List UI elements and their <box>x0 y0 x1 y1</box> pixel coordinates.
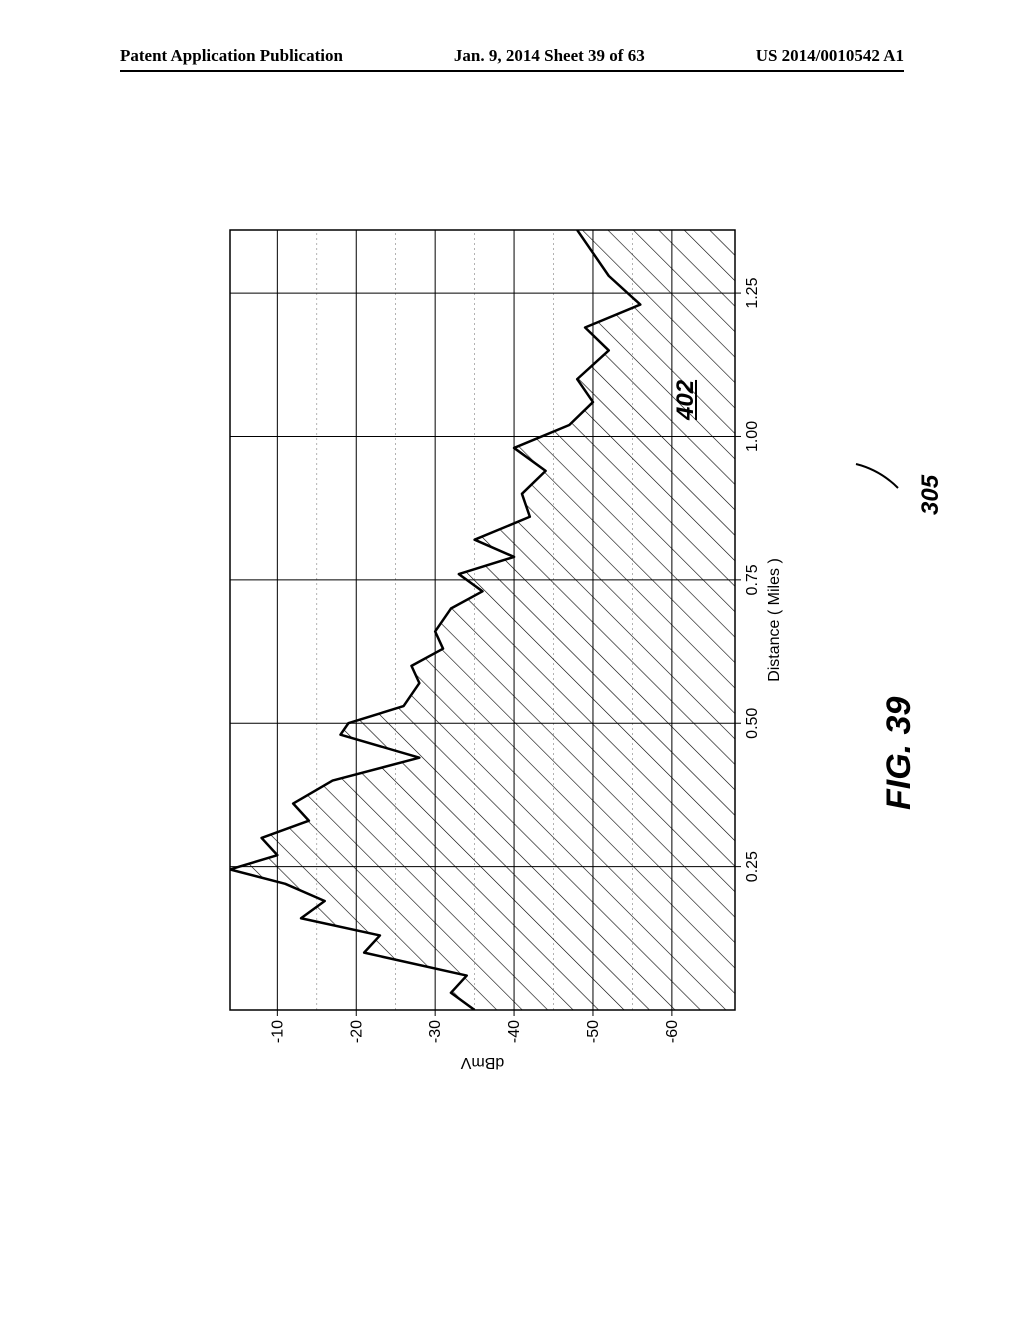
svg-text:1.00: 1.00 <box>744 421 761 452</box>
svg-text:-30: -30 <box>427 1020 444 1043</box>
header-right: US 2014/0010542 A1 <box>756 46 904 66</box>
signal-chart: 0.25 0.50 0.75 1.00 1.25 Distance ( Miles ) -1… <box>210 210 810 1080</box>
svg-text:dBmV: dBmV <box>460 1054 504 1071</box>
header-center: Jan. 9, 2014 Sheet 39 of 63 <box>454 46 645 66</box>
svg-text:-20: -20 <box>348 1020 365 1043</box>
figure-container: 0.25 0.50 0.75 1.00 1.25 Distance ( Miles ) -1… <box>210 210 810 1080</box>
svg-text:Distance ( Miles ): Distance ( Miles ) <box>766 558 783 682</box>
svg-text:-50: -50 <box>585 1020 602 1043</box>
header-left: Patent Application Publication <box>120 46 343 66</box>
svg-text:-40: -40 <box>506 1020 523 1043</box>
header-line: Patent Application Publication Jan. 9, 2… <box>120 46 904 72</box>
svg-text:-60: -60 <box>664 1020 681 1043</box>
page-header: Patent Application Publication Jan. 9, 2… <box>0 46 1024 72</box>
svg-text:0.25: 0.25 <box>744 851 761 882</box>
svg-text:0.50: 0.50 <box>744 708 761 739</box>
svg-text:-10: -10 <box>269 1020 286 1043</box>
ref-305-leader <box>850 460 930 540</box>
svg-text:0.75: 0.75 <box>744 564 761 595</box>
figure-label: FIG. 39 <box>880 697 919 810</box>
svg-text:1.25: 1.25 <box>744 277 761 308</box>
ref-402: 402 <box>672 380 700 420</box>
